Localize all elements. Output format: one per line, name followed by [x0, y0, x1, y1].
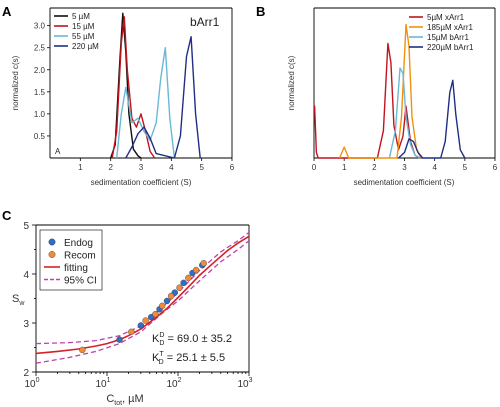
- y-tick-label: 4: [23, 270, 29, 281]
- kd-tetramer-annotation: KT D = 25.1 ± 5.5: [152, 351, 225, 366]
- x-tick-label: 5: [199, 163, 204, 172]
- point-recom: [142, 317, 149, 324]
- x-tick-label: 6: [230, 163, 235, 172]
- point-recom: [185, 274, 192, 282]
- legend-label-endog: Endog: [64, 238, 93, 249]
- point-endog: [180, 279, 187, 287]
- panel-b-lines: [313, 23, 466, 159]
- legend-label-5-m: 5 µM: [72, 12, 90, 21]
- x-tick-label: 2: [372, 163, 377, 172]
- legend-label-15-m: 15 µM: [72, 22, 95, 31]
- legend-marker-endog: [48, 238, 56, 246]
- series-line-15-m-barr1: [388, 67, 420, 159]
- x-tick-label: 5: [463, 163, 468, 172]
- legend-label-15-m-barr1: 15µM bArr1: [427, 33, 470, 42]
- y-tick-label: 3: [23, 319, 29, 330]
- x-tick-label: 6: [493, 163, 498, 172]
- series-line-220-m-barr1: [398, 79, 466, 159]
- panel-c-xlabel: Ctot, µM: [106, 393, 143, 407]
- point-endog: [116, 336, 123, 343]
- panel-c-ylabel: Sw: [12, 293, 25, 307]
- series-line-220-m: [125, 36, 201, 159]
- panel-a-ylabel: normalized c(s): [11, 55, 20, 110]
- legend-label-95-ci: 95% CI: [64, 276, 97, 287]
- panel-a-title: bArr1: [190, 15, 220, 29]
- x-tick-label: 4: [169, 163, 174, 172]
- legend-label-fitting: fitting: [64, 263, 88, 274]
- point-endog: [163, 297, 171, 305]
- point-recom: [192, 266, 200, 274]
- point-recom: [152, 310, 159, 318]
- x-tick-label: 3: [139, 163, 144, 172]
- legend-label-185-m-xarr1: 185µM xArr1: [427, 23, 474, 32]
- legend-label-5-m-xarr1: 5µM xArr1: [427, 13, 465, 22]
- x-tick-label: 1: [78, 163, 83, 172]
- x-tick-label: 103: [237, 377, 252, 390]
- y-tick-label: 1.0: [34, 110, 46, 119]
- y-tick-label: 1.5: [34, 88, 46, 97]
- panel-b-label: B: [256, 4, 265, 19]
- series-line-55-m: [116, 47, 176, 159]
- panel-b-ylabel: normalized c(s): [287, 55, 296, 110]
- x-tick-label: 0: [312, 163, 317, 172]
- x-tick-label: 102: [166, 377, 181, 390]
- series-line-185-m-xarr1: [338, 23, 422, 159]
- point-endog: [137, 322, 145, 329]
- y-tick-label: 2.0: [34, 66, 46, 75]
- panel-c-label: C: [2, 208, 12, 223]
- legend-label-220-m: 220 µM: [72, 42, 99, 51]
- point-recom: [167, 292, 175, 300]
- point-recom: [159, 302, 166, 310]
- legend-label-recom: Recom: [64, 251, 96, 262]
- x-tick-label: 4: [432, 163, 437, 172]
- point-recom: [128, 328, 135, 336]
- kd-tetramer-value: 25.1 ± 5.5: [176, 352, 225, 364]
- x-tick-label: 1: [342, 163, 347, 172]
- y-tick-label: 5: [23, 221, 29, 232]
- panel-a-ticks: 1 2 3 4 5 6 0.5 1.0 1.5 2.0 2.5 3.0: [34, 22, 235, 172]
- kd-dimer-value: 69.0 ± 35.2: [177, 333, 232, 345]
- ci-line-95-ci-upper: [35, 231, 250, 345]
- panel-a-corner-label: A: [55, 147, 61, 156]
- panel-b-xlabel: sedimentation coefficient (S): [354, 178, 455, 187]
- y-tick-label: 0.5: [34, 132, 46, 141]
- panel-a-label: A: [2, 4, 12, 19]
- legend-marker-recom: [48, 251, 56, 258]
- legend-label-220-m-barr1: 220µM bArr1: [427, 43, 474, 52]
- panel-a-xlabel: sedimentation coefficient (S): [91, 178, 192, 187]
- panel-b-ticks: 0 1 2 3 4 5 6: [312, 158, 498, 172]
- x-tick-label: 101: [95, 377, 110, 390]
- y-tick-label: 3.0: [34, 22, 46, 31]
- panel-a-lines: [110, 12, 201, 159]
- x-tick-label: 2: [108, 163, 113, 172]
- legend-label-55-m: 55 µM: [72, 32, 95, 41]
- series-line-15-m: [111, 16, 156, 159]
- panel-a: A 1 2 3 4 5 6 0.5 1.0 1.5 2.0 2.5 3.0 sedimentation…: [2, 4, 235, 187]
- series-line-5-m-xarr1: [313, 42, 420, 159]
- x-tick-label: 3: [402, 163, 407, 172]
- point-recom: [79, 346, 86, 354]
- kd-dimer-annotation: KD D = 69.0 ± 35.2: [152, 332, 232, 347]
- y-tick-label: 2: [23, 368, 29, 379]
- panel-c-points: [79, 260, 207, 354]
- point-recom: [176, 284, 183, 291]
- point-recom: [200, 260, 207, 267]
- y-tick-label: 2.5: [34, 44, 46, 53]
